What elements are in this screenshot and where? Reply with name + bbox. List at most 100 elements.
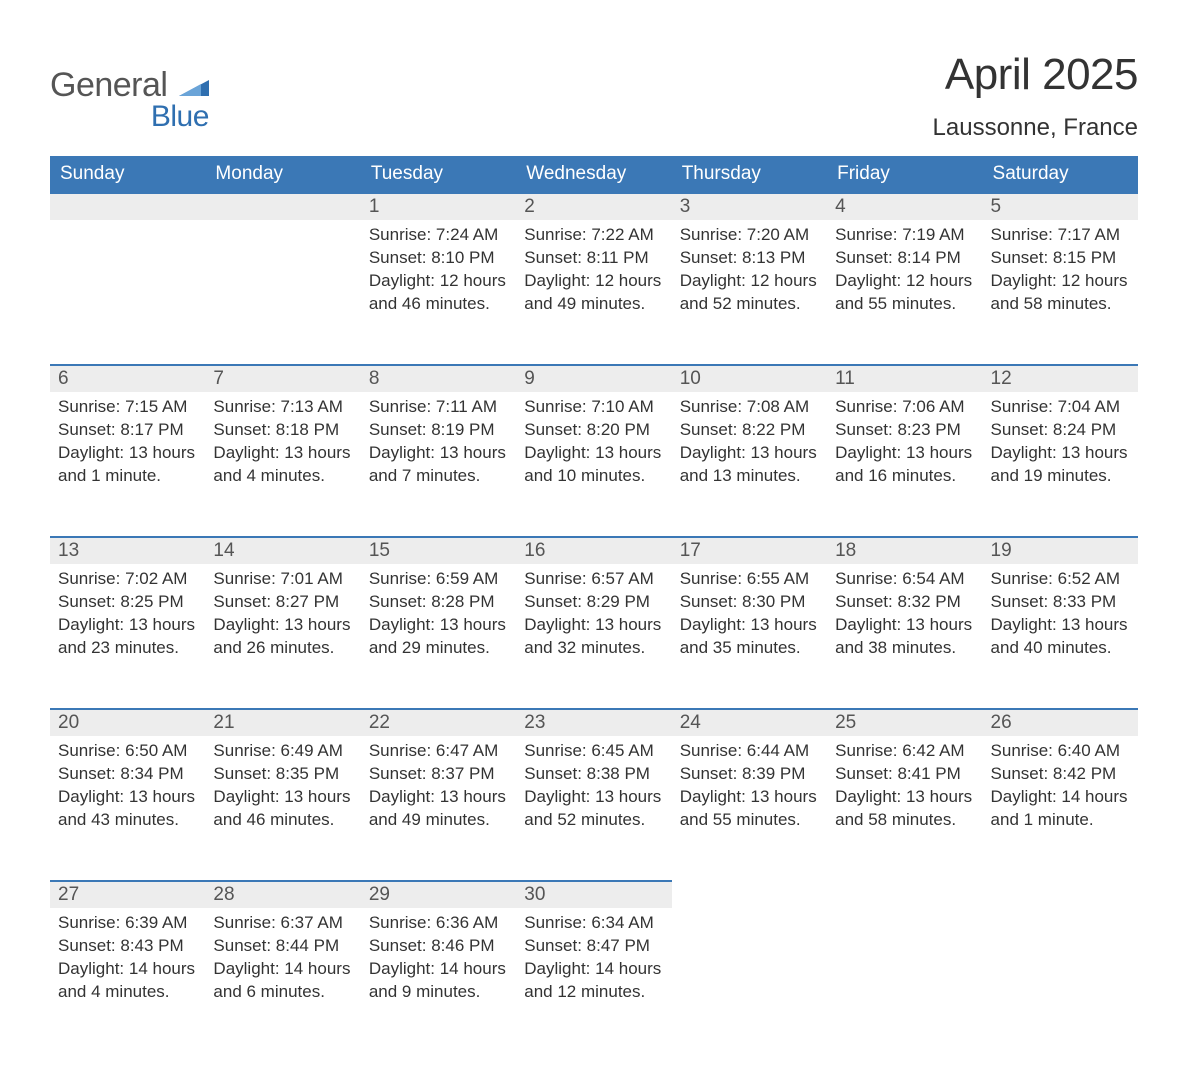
week-content-row: Sunrise: 7:24 AMSunset: 8:10 PMDaylight:… [50, 220, 1138, 364]
sunset-line: Sunset: 8:18 PM [213, 419, 352, 442]
day-content: Sunrise: 6:40 AMSunset: 8:42 PMDaylight:… [983, 736, 1138, 832]
sunset-line: Sunset: 8:39 PM [680, 763, 819, 786]
daylight-line: Daylight: 13 hours and 19 minutes. [991, 442, 1130, 488]
sunset-line: Sunset: 8:29 PM [524, 591, 663, 614]
day-number: 1 [361, 192, 516, 220]
day-number: 17 [672, 536, 827, 564]
day-number: 21 [205, 708, 360, 736]
sunset-line: Sunset: 8:17 PM [58, 419, 197, 442]
sunset-line: Sunset: 8:28 PM [369, 591, 508, 614]
sunset-line: Sunset: 8:30 PM [680, 591, 819, 614]
day-number: 9 [516, 364, 671, 392]
sunset-line: Sunset: 8:35 PM [213, 763, 352, 786]
day-cell: Sunrise: 7:19 AMSunset: 8:14 PMDaylight:… [827, 220, 982, 364]
day-content: Sunrise: 6:42 AMSunset: 8:41 PMDaylight:… [827, 736, 982, 832]
day-content: Sunrise: 7:17 AMSunset: 8:15 PMDaylight:… [983, 220, 1138, 316]
title-block: April 2025 Laussonne, France [933, 50, 1138, 150]
daylight-line: Daylight: 13 hours and 13 minutes. [680, 442, 819, 488]
day-content: Sunrise: 6:36 AMSunset: 8:46 PMDaylight:… [361, 908, 516, 1004]
day-number: 18 [827, 536, 982, 564]
daylight-line: Daylight: 13 hours and 16 minutes. [835, 442, 974, 488]
sunrise-line: Sunrise: 6:59 AM [369, 568, 508, 591]
day-cell: Sunrise: 7:10 AMSunset: 8:20 PMDaylight:… [516, 392, 671, 536]
sunrise-line: Sunrise: 6:57 AM [524, 568, 663, 591]
sunrise-line: Sunrise: 7:11 AM [369, 396, 508, 419]
sunset-line: Sunset: 8:33 PM [991, 591, 1130, 614]
daylight-line: Daylight: 13 hours and 29 minutes. [369, 614, 508, 660]
empty-day-number [672, 880, 827, 908]
daylight-line: Daylight: 13 hours and 43 minutes. [58, 786, 197, 832]
day-number: 8 [361, 364, 516, 392]
day-cell: Sunrise: 6:52 AMSunset: 8:33 PMDaylight:… [983, 564, 1138, 708]
sunset-line: Sunset: 8:47 PM [524, 935, 663, 958]
weekday-header: Saturday [983, 156, 1138, 192]
sunset-line: Sunset: 8:32 PM [835, 591, 974, 614]
day-number: 4 [827, 192, 982, 220]
day-cell: Sunrise: 7:15 AMSunset: 8:17 PMDaylight:… [50, 392, 205, 536]
empty-day-cell [50, 220, 205, 364]
day-cell: Sunrise: 7:17 AMSunset: 8:15 PMDaylight:… [983, 220, 1138, 364]
daylight-line: Daylight: 13 hours and 26 minutes. [213, 614, 352, 660]
day-content: Sunrise: 6:49 AMSunset: 8:35 PMDaylight:… [205, 736, 360, 832]
sunrise-line: Sunrise: 6:50 AM [58, 740, 197, 763]
day-content: Sunrise: 7:15 AMSunset: 8:17 PMDaylight:… [50, 392, 205, 488]
sunset-line: Sunset: 8:20 PM [524, 419, 663, 442]
sunset-line: Sunset: 8:27 PM [213, 591, 352, 614]
logo-flag-icon [179, 68, 209, 102]
day-number: 28 [205, 880, 360, 908]
sunset-line: Sunset: 8:24 PM [991, 419, 1130, 442]
logo-text-blue: Blue [151, 100, 209, 133]
daylight-line: Daylight: 13 hours and 46 minutes. [213, 786, 352, 832]
daylight-line: Daylight: 12 hours and 58 minutes. [991, 270, 1130, 316]
week-daynum-row: 12345 [50, 192, 1138, 220]
logo-text-general: General [50, 66, 167, 104]
day-content: Sunrise: 6:57 AMSunset: 8:29 PMDaylight:… [516, 564, 671, 660]
sunrise-line: Sunrise: 6:34 AM [524, 912, 663, 935]
sunset-line: Sunset: 8:38 PM [524, 763, 663, 786]
weekday-header: Tuesday [361, 156, 516, 192]
day-cell: Sunrise: 6:49 AMSunset: 8:35 PMDaylight:… [205, 736, 360, 880]
sunrise-line: Sunrise: 7:01 AM [213, 568, 352, 591]
day-cell: Sunrise: 7:24 AMSunset: 8:10 PMDaylight:… [361, 220, 516, 364]
day-number: 22 [361, 708, 516, 736]
sunset-line: Sunset: 8:41 PM [835, 763, 974, 786]
day-cell: Sunrise: 6:50 AMSunset: 8:34 PMDaylight:… [50, 736, 205, 880]
day-cell: Sunrise: 7:08 AMSunset: 8:22 PMDaylight:… [672, 392, 827, 536]
daylight-line: Daylight: 14 hours and 1 minute. [991, 786, 1130, 832]
day-number: 27 [50, 880, 205, 908]
sunset-line: Sunset: 8:25 PM [58, 591, 197, 614]
empty-day-cell [672, 908, 827, 1052]
day-cell: Sunrise: 6:59 AMSunset: 8:28 PMDaylight:… [361, 564, 516, 708]
day-number: 29 [361, 880, 516, 908]
sunrise-line: Sunrise: 6:54 AM [835, 568, 974, 591]
sunset-line: Sunset: 8:15 PM [991, 247, 1130, 270]
weekday-header-row: SundayMondayTuesdayWednesdayThursdayFrid… [50, 156, 1138, 192]
day-content: Sunrise: 6:47 AMSunset: 8:37 PMDaylight:… [361, 736, 516, 832]
sunrise-line: Sunrise: 7:06 AM [835, 396, 974, 419]
day-content: Sunrise: 7:10 AMSunset: 8:20 PMDaylight:… [516, 392, 671, 488]
daylight-line: Daylight: 13 hours and 52 minutes. [524, 786, 663, 832]
week-daynum-row: 27282930 [50, 880, 1138, 908]
day-content: Sunrise: 7:20 AMSunset: 8:13 PMDaylight:… [672, 220, 827, 316]
day-cell: Sunrise: 6:40 AMSunset: 8:42 PMDaylight:… [983, 736, 1138, 880]
day-cell: Sunrise: 6:36 AMSunset: 8:46 PMDaylight:… [361, 908, 516, 1052]
week-content-row: Sunrise: 6:50 AMSunset: 8:34 PMDaylight:… [50, 736, 1138, 880]
day-content: Sunrise: 6:39 AMSunset: 8:43 PMDaylight:… [50, 908, 205, 1004]
day-content: Sunrise: 6:50 AMSunset: 8:34 PMDaylight:… [50, 736, 205, 832]
day-cell: Sunrise: 6:34 AMSunset: 8:47 PMDaylight:… [516, 908, 671, 1052]
day-number: 23 [516, 708, 671, 736]
empty-day-number [50, 192, 205, 220]
empty-day-number [827, 880, 982, 908]
day-number: 20 [50, 708, 205, 736]
sunset-line: Sunset: 8:10 PM [369, 247, 508, 270]
sunset-line: Sunset: 8:43 PM [58, 935, 197, 958]
sunset-line: Sunset: 8:19 PM [369, 419, 508, 442]
day-cell: Sunrise: 6:57 AMSunset: 8:29 PMDaylight:… [516, 564, 671, 708]
month-title: April 2025 [933, 50, 1138, 100]
day-number: 24 [672, 708, 827, 736]
sunset-line: Sunset: 8:22 PM [680, 419, 819, 442]
sunrise-line: Sunrise: 6:37 AM [213, 912, 352, 935]
day-cell: Sunrise: 6:55 AMSunset: 8:30 PMDaylight:… [672, 564, 827, 708]
day-cell: Sunrise: 7:20 AMSunset: 8:13 PMDaylight:… [672, 220, 827, 364]
day-cell: Sunrise: 6:45 AMSunset: 8:38 PMDaylight:… [516, 736, 671, 880]
